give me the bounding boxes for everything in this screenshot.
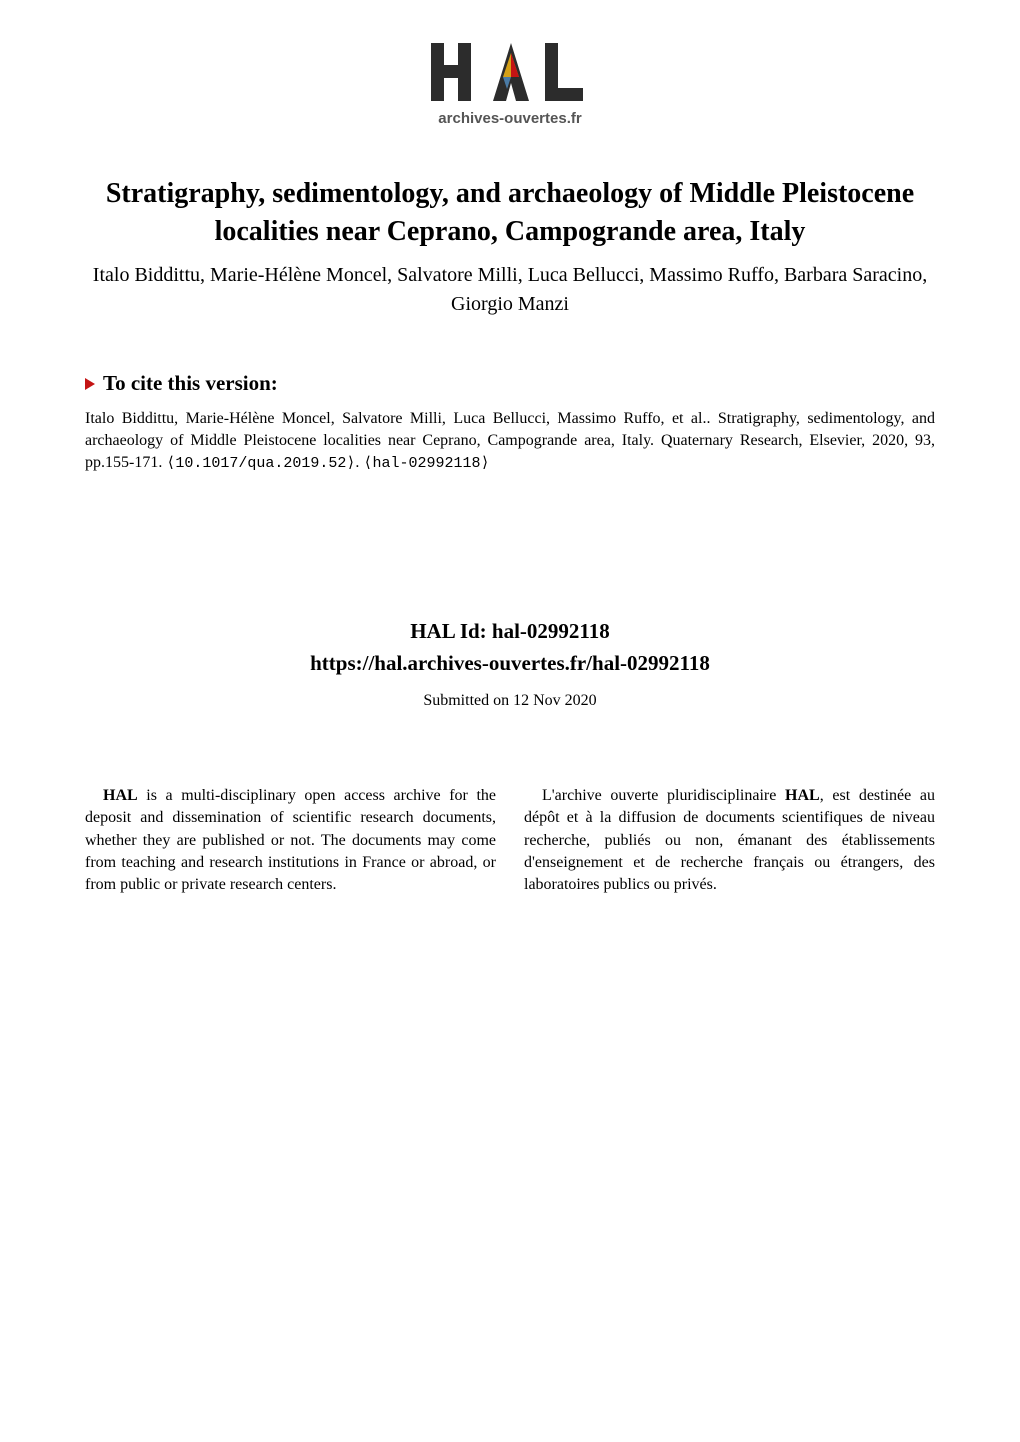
cite-heading: To cite this version:: [85, 371, 935, 396]
cite-section: To cite this version: Italo Biddittu, Ma…: [0, 333, 1020, 475]
cite-heading-text: To cite this version:: [103, 371, 278, 395]
title-section: Stratigraphy, sedimentology, and archaeo…: [0, 175, 1020, 319]
logo-section: archives-ouvertes.fr: [0, 0, 1020, 175]
cite-doi: ⟨10.1017/qua.2019.52⟩: [166, 455, 355, 472]
cite-hal-ref: ⟨hal-02992118⟩: [363, 455, 489, 472]
cite-text: Italo Biddittu, Marie-Hélène Moncel, Sal…: [85, 408, 935, 475]
submitted-date: Submitted on 12 Nov 2020: [0, 692, 1020, 710]
hal-id-url[interactable]: https://hal.archives-ouvertes.fr/hal-029…: [0, 647, 1020, 680]
right-column-bold: HAL: [785, 787, 820, 804]
description-columns: HAL is a multi-disciplinary open access …: [0, 785, 1020, 897]
hal-id-label: HAL Id: hal-02992118: [0, 615, 1020, 648]
hal-logo: archives-ouvertes.fr: [425, 35, 595, 135]
hal-logo-svg: archives-ouvertes.fr: [425, 35, 595, 130]
right-column-prefix: L'archive ouverte pluridisciplinaire: [542, 787, 785, 804]
paper-authors: Italo Biddittu, Marie-Hélène Moncel, Sal…: [90, 261, 930, 319]
paper-title: Stratigraphy, sedimentology, and archaeo…: [90, 175, 930, 251]
left-column: HAL is a multi-disciplinary open access …: [85, 785, 496, 897]
cite-marker-icon: [85, 378, 95, 390]
left-column-bold: HAL: [103, 787, 138, 804]
hal-id-section: HAL Id: hal-02992118 https://hal.archive…: [0, 615, 1020, 710]
left-column-text: is a multi-disciplinary open access arch…: [85, 787, 496, 894]
svg-text:archives-ouvertes.fr: archives-ouvertes.fr: [438, 110, 582, 127]
right-column: L'archive ouverte pluridisciplinaire HAL…: [524, 785, 935, 897]
